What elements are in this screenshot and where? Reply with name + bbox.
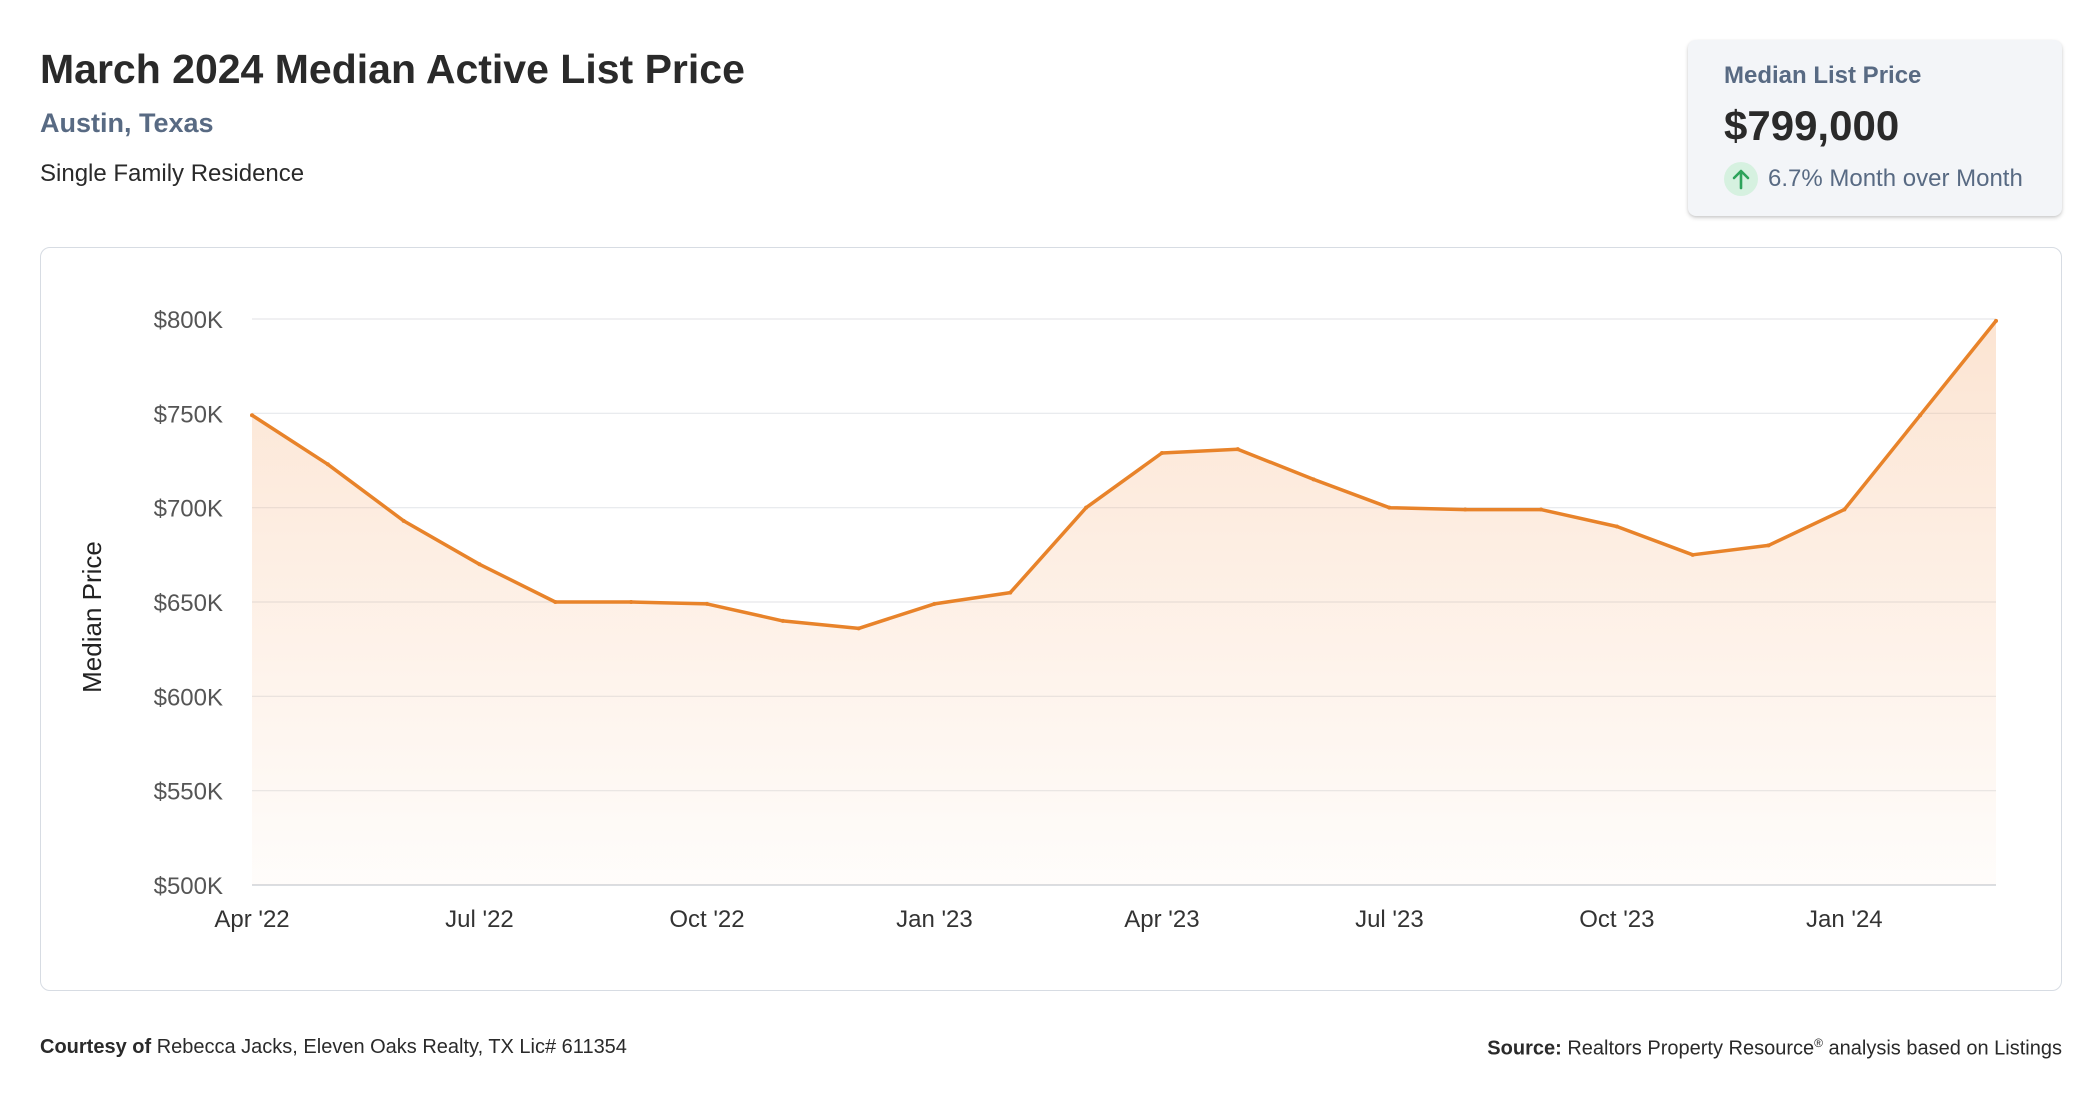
data-point <box>1842 507 1847 512</box>
stat-value: $799,000 <box>1724 102 1900 149</box>
property-type: Single Family Residence <box>40 160 305 187</box>
median-list-price-card: Median List Price $799,000 6.7% Month ov… <box>1688 40 2062 216</box>
data-point <box>250 413 254 418</box>
data-point <box>325 462 330 467</box>
data-point <box>932 601 937 606</box>
series-line <box>250 319 1998 631</box>
source-text: Realtors Property Resource <box>1567 1037 1815 1060</box>
courtesy-label: Courtesy of <box>40 1036 152 1058</box>
data-point <box>780 618 785 623</box>
courtesy-footer: Courtesy of Rebecca Jacks, Eleven Oaks R… <box>40 1036 627 1059</box>
source-suffix: analysis based on Listings <box>1828 1037 2062 1060</box>
data-point <box>856 626 861 631</box>
x-tick-label: Jul '22 <box>445 906 514 933</box>
x-tick-label: Jan '24 <box>1806 906 1883 933</box>
y-tick-label: $700K <box>154 496 223 523</box>
series-area <box>252 320 1996 885</box>
data-point <box>704 601 709 606</box>
data-point <box>1463 507 1468 512</box>
registered-mark: ® <box>1814 1036 1823 1050</box>
data-point <box>1084 505 1089 510</box>
data-point <box>1539 507 1544 512</box>
y-tick-label: $750K <box>154 401 223 428</box>
y-tick-label: $500K <box>154 873 223 900</box>
data-point <box>477 562 482 567</box>
source-label: Source: <box>1487 1037 1562 1060</box>
arrow-up-icon <box>1724 162 1758 196</box>
data-point <box>1766 543 1771 548</box>
data-point <box>1918 413 1923 418</box>
y-tick-label: $550K <box>154 779 223 806</box>
x-tick-label: Jul '23 <box>1355 906 1424 933</box>
y-tick-label: $600K <box>154 684 223 711</box>
x-tick-label: Oct '22 <box>669 906 744 933</box>
x-tick-label: Apr '22 <box>214 906 289 933</box>
data-point <box>401 518 406 523</box>
data-point <box>1994 318 1998 323</box>
median-price-chart: $500K $550K $600K $650K $700K $750K $800K Apr '… <box>77 307 1998 933</box>
stat-change: 6.7% Month over Month <box>1724 161 2023 197</box>
data-point <box>1008 590 1013 595</box>
stat-change-text: 6.7% Month over Month <box>1768 165 2023 192</box>
y-axis-title: Median Price <box>77 541 107 693</box>
data-point <box>1387 505 1392 510</box>
x-tick-label: Oct '23 <box>1579 906 1654 933</box>
page-title: March 2024 Median Active List Price <box>40 46 745 92</box>
y-tick-label: $800K <box>154 307 223 334</box>
location-subtitle: Austin, Texas <box>40 108 214 138</box>
source-footer: Source: Realtors Property Resource® anal… <box>1487 1036 2062 1061</box>
chart-card: $500K $550K $600K $650K $700K $750K $800K Apr '… <box>40 247 2062 991</box>
x-tick-label: Apr '23 <box>1124 906 1199 933</box>
y-tick-label: $650K <box>154 590 223 617</box>
data-point <box>1690 552 1695 557</box>
data-point <box>629 600 634 604</box>
stat-label: Median List Price <box>1724 62 1922 89</box>
data-point <box>553 600 558 604</box>
data-point <box>1159 450 1164 455</box>
data-point <box>1614 524 1619 529</box>
courtesy-text: Rebecca Jacks, Eleven Oaks Realty, TX Li… <box>156 1036 627 1058</box>
data-point <box>1311 477 1316 482</box>
x-tick-label: Jan '23 <box>896 906 973 933</box>
data-point <box>1235 447 1240 452</box>
